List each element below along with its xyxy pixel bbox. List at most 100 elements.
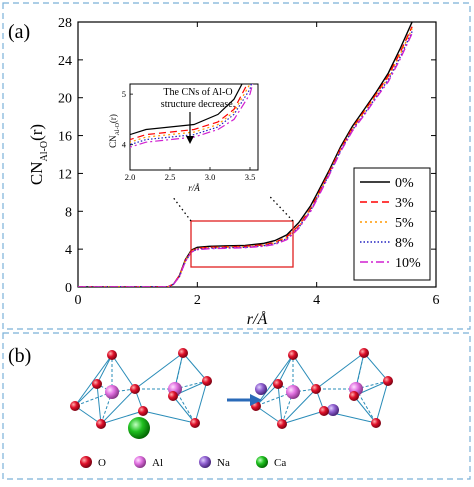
inset-y-axis-label-sub: Al-O (115, 122, 121, 135)
y-tick-label: 20 (58, 92, 72, 107)
polyhedron-edge (96, 354, 113, 385)
polyhedron-edge (100, 410, 144, 425)
oxygen-atom (96, 419, 106, 429)
inset-annotation-line: The CNs of Al-O (163, 87, 232, 98)
legend-label-3: 8% (395, 236, 414, 251)
zoom-region-box (190, 220, 294, 268)
panel-b-label: (b) (8, 345, 31, 367)
series-line-4 (78, 33, 413, 287)
x-axis-label: r/Å (247, 310, 268, 328)
decrease-arrow-head (186, 136, 194, 144)
atom-legend-label-al: Al (152, 457, 163, 469)
y-tick-label: 12 (58, 167, 72, 182)
bond-al-o (111, 388, 136, 393)
polyhedron-edge (277, 383, 283, 425)
inset-series-line-4 (130, 84, 254, 149)
oxygen-atom (168, 391, 178, 401)
structure-diagram (70, 348, 393, 439)
oxygen-atom (288, 350, 298, 360)
polyhedron-edge (255, 383, 279, 407)
x-tick-label: 4 (313, 293, 320, 308)
polyhedron-edge (74, 405, 102, 425)
y-tick-label: 0 (65, 281, 72, 296)
oxygen-atom (359, 348, 369, 358)
sodium-atom (255, 383, 267, 395)
oxygen-atom (371, 418, 381, 428)
oxygen-atom (190, 418, 200, 428)
polyhedron-edge (375, 380, 389, 424)
cation-atom-1 (286, 385, 300, 399)
polyhedron-edge (315, 352, 365, 390)
polyhedron-edge (281, 410, 325, 425)
oxygen-atom (202, 376, 212, 386)
polyhedron-edge (353, 395, 377, 424)
zoom-connector-left (162, 183, 192, 222)
inset-y-tick-label: 5 (122, 89, 126, 99)
legend: 0% 3% 5% 8% 10% (353, 167, 431, 281)
y-axis-label-tail: (r) (27, 124, 46, 141)
cation-atom-1 (105, 385, 119, 399)
inset-x-tick-label: 3.5 (245, 172, 256, 182)
legend-label-0: 0% (395, 176, 414, 191)
oxygen-atom (107, 350, 117, 360)
polyhedron-edge (281, 388, 317, 425)
calcium-atom (128, 417, 150, 439)
y-axis-label-sub: Al-O (39, 141, 50, 162)
polyhedron-edge (142, 410, 196, 424)
atom-legend-label-na: Na (217, 457, 230, 469)
oxygen-atom (311, 384, 321, 394)
oxygen-atom (92, 379, 102, 389)
inset-y-tick-label: 4 (122, 140, 127, 150)
atom-legend-label-ca: Ca (274, 457, 286, 469)
polyhedron-edge (363, 352, 389, 382)
legend-label-2: 5% (395, 216, 414, 231)
sodium-atom (327, 404, 339, 416)
polyhedron-edge (277, 354, 294, 385)
oxygen-atom (349, 391, 359, 401)
inset-x-tick-label: 2.0 (125, 172, 136, 182)
y-tick-label: 24 (58, 54, 72, 69)
oxygen-atom (383, 376, 393, 386)
panel-a-label: (a) (8, 21, 30, 43)
panel-b-border (2, 332, 471, 480)
x-tick-label: 6 (433, 293, 440, 308)
inset-y-axis-label-main: CN (108, 135, 118, 148)
inset-plot: 2.0 2.5 3.0 3.5 4 5 r/Å CNAl-O(r) The CNs of Al-… (108, 83, 259, 193)
polyhedron-edge (74, 383, 98, 407)
atom-legend: O Al Na Ca (80, 456, 286, 469)
inset-x-tick-label: 3.0 (205, 172, 216, 182)
plot-frame (77, 21, 437, 288)
inset-y-axis-label: CNAl-O(r) (108, 114, 121, 148)
polyhedron-edge (111, 354, 136, 390)
inset-y-axis-label-tail: (r) (108, 114, 118, 123)
inset-frame (129, 83, 259, 171)
bond-al-o (292, 388, 317, 393)
polyhedron-edge (255, 405, 283, 425)
oxygen-atom (273, 379, 283, 389)
polyhedron-edge (100, 388, 136, 425)
x-tick-label: 2 (194, 293, 201, 308)
polyhedron-edge (194, 380, 208, 424)
oxygen-atom (70, 401, 80, 411)
legend-label-1: 3% (395, 196, 414, 211)
polyhedron-edge (96, 383, 102, 425)
transform-arrow-head (250, 394, 262, 406)
polyhedron-edge (182, 352, 208, 382)
y-axis-label: CNAl-O(r) (27, 124, 50, 185)
x-tick-label: 0 (75, 293, 82, 308)
y-axis-label-main: CN (27, 161, 46, 185)
atom-legend-swatch-o (80, 456, 92, 468)
panel-a-border (2, 2, 471, 330)
oxygen-atom (138, 406, 148, 416)
inset-x-axis-label: r/Å (188, 183, 200, 193)
polyhedron-edge (172, 395, 196, 424)
atom-legend-swatch-al (134, 456, 146, 468)
legend-label-4: 10% (395, 256, 421, 271)
oxygen-atom (178, 348, 188, 358)
y-tick-label: 8 (65, 205, 72, 220)
atom-legend-swatch-na (199, 456, 211, 468)
oxygen-atom (130, 384, 140, 394)
